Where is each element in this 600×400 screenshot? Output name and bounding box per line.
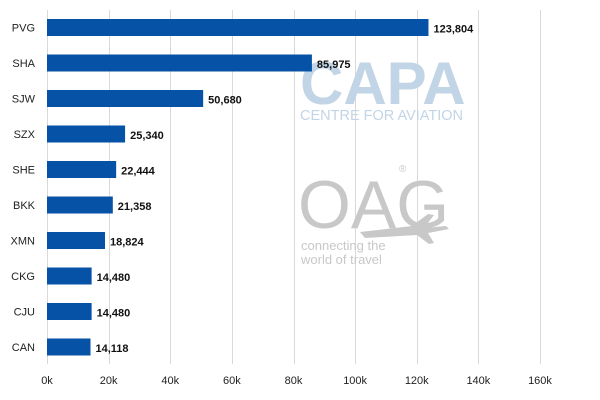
capa-subtitle: CENTRE FOR AVIATION [300,108,463,124]
bar-sjw [47,90,204,107]
bar-ckg [47,267,92,285]
watermarks: CAPA CENTRE FOR AVIATION OAG ® connectin… [298,50,466,267]
category-label-she: SHE [12,165,35,177]
x-tick-label: 120k [405,375,429,387]
category-label-pvg: PVG [12,23,35,35]
data-label-bkk: 21,358 [118,201,152,213]
x-tick-label: 140k [466,375,490,387]
x-tick-label: 20k [100,375,118,387]
category-label-xmn: XMN [11,236,36,248]
bar-cju [47,303,92,320]
bar-she [47,161,117,178]
data-label-cju: 14,480 [97,308,131,320]
data-label-she: 22,444 [121,166,156,178]
category-label-can: CAN [12,342,35,354]
oag-tagline-line-1: connecting the [301,238,386,253]
x-tick-label: 0k [41,375,53,387]
capa-logo: CAPA [300,50,466,117]
data-label-xmn: 18,824 [110,237,145,249]
x-tick-label: 160k [528,375,552,387]
category-label-sha: SHA [12,58,35,70]
bar-can [47,338,91,356]
x-tick-label: 80k [285,375,303,387]
data-label-szx: 25,340 [130,130,164,142]
oag-registered-mark: ® [399,164,407,175]
category-label-sjw: SJW [12,94,36,106]
data-label-pvg: 123,804 [433,24,474,36]
data-label-sha: 85,975 [317,59,351,71]
category-label-cju: CJU [14,307,35,319]
bars [47,19,429,356]
category-label-ckg: CKG [11,271,35,283]
bar-sha [47,54,312,72]
category-label-szx: SZX [14,129,36,141]
labels: 0k 20k 40k 60k 80k 100k 120k 140k 160k PVG 123,804… [11,23,553,388]
oag-tagline-line-2: world of travel [300,252,382,267]
bar-pvg [47,19,429,36]
x-tick-label: 40k [161,375,179,387]
bar-bkk [47,196,113,214]
data-label-ckg: 14,480 [97,272,131,284]
data-label-can: 14,118 [96,343,129,355]
bar-szx [47,125,126,143]
bar-xmn [47,232,106,249]
airplane-icon [360,214,449,244]
x-tick-label: 60k [223,375,241,387]
data-label-sjw: 50,680 [208,95,242,107]
category-label-bkk: BKK [13,200,36,212]
x-tick-label: 100k [343,375,367,387]
